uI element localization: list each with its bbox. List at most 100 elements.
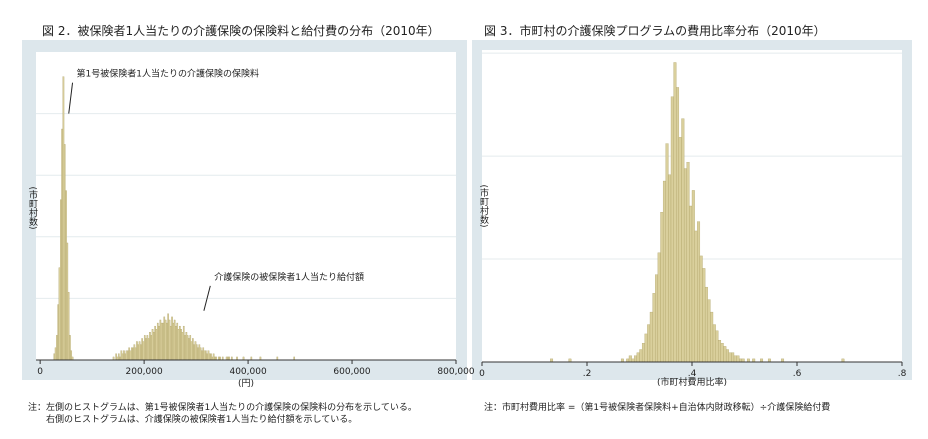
y-axis-label-left: (市町村数) — [27, 186, 38, 229]
histogram-bar-left — [158, 325, 160, 361]
x-tick-label-left-4: 800,000 — [437, 367, 474, 377]
histogram-bar-left — [169, 325, 172, 361]
histogram-bar-right — [628, 355, 632, 363]
histogram-bar-left — [207, 350, 210, 361]
histogram-bar-left — [173, 319, 176, 361]
histogram-bar-right — [652, 293, 656, 363]
note-left-line-2: 右側のヒストグラムは、介護保険の被保険者1人当たり給付額を示している。 — [28, 415, 358, 425]
histogram-bar-right — [710, 311, 714, 363]
histogram-bar-left — [197, 347, 199, 361]
histogram-bar-left — [166, 322, 168, 361]
histogram-bar-left — [179, 325, 181, 361]
histogram-bar-left — [138, 341, 141, 361]
histogram-bar-right — [676, 87, 680, 363]
x-tick-label-right-3: .6 — [793, 369, 802, 379]
x-tick-label-right-0: 0 — [479, 369, 485, 379]
histogram-bar-left — [117, 353, 120, 361]
x-axis-label-left: (円) — [238, 378, 254, 389]
annotation-line-0 — [68, 82, 74, 114]
histogram-bar-left — [142, 341, 145, 361]
histogram-bar-right — [668, 174, 672, 363]
histogram-bar-left — [134, 347, 137, 361]
note-right-line-1: 注：市町村費用比率 =（第1号被保険者保険料+自治体内財政移転）÷介護保険給付費 — [484, 403, 831, 413]
histogram-bar-left — [195, 344, 198, 361]
histogram-bar-left — [185, 332, 188, 361]
histogram-bar-left — [206, 353, 208, 361]
histogram-bar-right — [634, 355, 638, 363]
x-tick-label-right-4: .8 — [898, 369, 907, 379]
x-tick-label-left-1: 200,000 — [126, 367, 163, 377]
histogram-bar-right — [699, 255, 703, 363]
histogram-bar-right — [636, 352, 640, 363]
figure-3-title: 図 3．市町村の介護保険プログラムの費用比率分布（2010年） — [484, 24, 826, 38]
histogram-bar-left — [130, 347, 133, 361]
histogram-bar-right — [660, 212, 664, 363]
histogram-bar-left — [160, 322, 163, 361]
histogram-bar-left — [162, 322, 164, 361]
histogram-bar-left — [146, 335, 149, 361]
x-tick-label-left-2: 400,000 — [229, 367, 266, 377]
histogram-bar-left — [67, 292, 70, 361]
histogram-bar-left — [56, 335, 58, 361]
histogram-bar-right — [694, 230, 698, 363]
histogram-bar-right — [686, 162, 690, 363]
histogram-bar-right — [691, 190, 695, 363]
figure-2-title: 図 2．被保険者1人当たりの介護保険の保険料と給付費の分布（2010年） — [42, 24, 440, 38]
histogram-bar-left — [137, 344, 140, 361]
histogram-bar-left — [155, 329, 158, 361]
chart-right: 0 .2 .4 .6 .8 (市町村費用比率) (市町村数) — [478, 52, 907, 388]
histogram-bar-left — [208, 353, 211, 361]
histogram-bar-left — [125, 350, 128, 361]
x-tick-label-left-0: 0 — [37, 367, 43, 377]
histogram-bar-left — [127, 350, 129, 361]
histogram-bar-left — [176, 322, 179, 361]
histogram-bar-right — [644, 333, 648, 363]
histogram-bar-left — [212, 353, 215, 361]
histogram-bar-right — [681, 118, 685, 363]
histogram-bar-left — [180, 329, 182, 361]
histogram-bar-left — [121, 353, 124, 361]
x-tick-label-left-3: 600,000 — [333, 367, 370, 377]
histogram-bar-left — [62, 76, 65, 361]
histogram-bar-left — [53, 353, 56, 361]
histogram-bar-left — [120, 350, 123, 361]
histogram-bar-left — [145, 338, 147, 361]
histogram-bar-left — [182, 325, 185, 361]
histogram-bar-left — [151, 329, 154, 361]
histogram-bar-right — [720, 343, 724, 363]
histogram-bar-right — [702, 268, 706, 363]
histogram-bar-right — [662, 180, 666, 363]
histogram-bar-left — [63, 144, 66, 361]
chart-panel-left — [22, 40, 467, 380]
histogram-bar-right — [723, 346, 727, 363]
histogram-bar-left — [54, 347, 57, 361]
histogram-bar-right — [718, 340, 722, 363]
note-left: 注：左側のヒストグラムは、第1号被保険者1人当たりの介護保険の保険料の分布を示し… — [28, 402, 417, 426]
histogram-bar-left — [147, 338, 150, 361]
histogram-bar-left — [66, 242, 69, 361]
histogram-bar-right — [678, 137, 682, 363]
histogram-bar-left — [171, 316, 173, 361]
histogram-bar-right — [683, 168, 687, 363]
histogram-bar-left — [159, 319, 162, 361]
histogram-bar-left — [184, 335, 186, 361]
histogram-bar-left — [132, 347, 134, 361]
histogram-bar-right — [704, 286, 708, 363]
annotation-label-0: 第1号被保険者1人当たりの介護保険の保険料 — [77, 68, 259, 80]
histogram-bar-right — [731, 352, 735, 363]
y-axis-label-right: (市町村数) — [478, 184, 489, 227]
histogram-bar-right — [707, 299, 711, 363]
histogram-bar-left — [58, 267, 61, 361]
histogram-bar-left — [115, 353, 117, 361]
histogram-bar-left — [175, 325, 177, 361]
histogram-bar-left — [199, 347, 202, 361]
histogram-bar-left — [163, 316, 166, 361]
histogram-bar-left — [60, 199, 62, 361]
plot-area-left — [36, 52, 456, 360]
histogram-bar-right — [670, 96, 674, 363]
histogram-bar-left — [189, 335, 192, 361]
histogram-bar-left — [186, 335, 189, 361]
chart-left: 0 200,000 400,000 600,000 800,000 (円) (市町村数) 第1… — [27, 68, 475, 389]
histogram-bar-left — [190, 341, 193, 361]
histogram-bar-left — [194, 341, 197, 361]
